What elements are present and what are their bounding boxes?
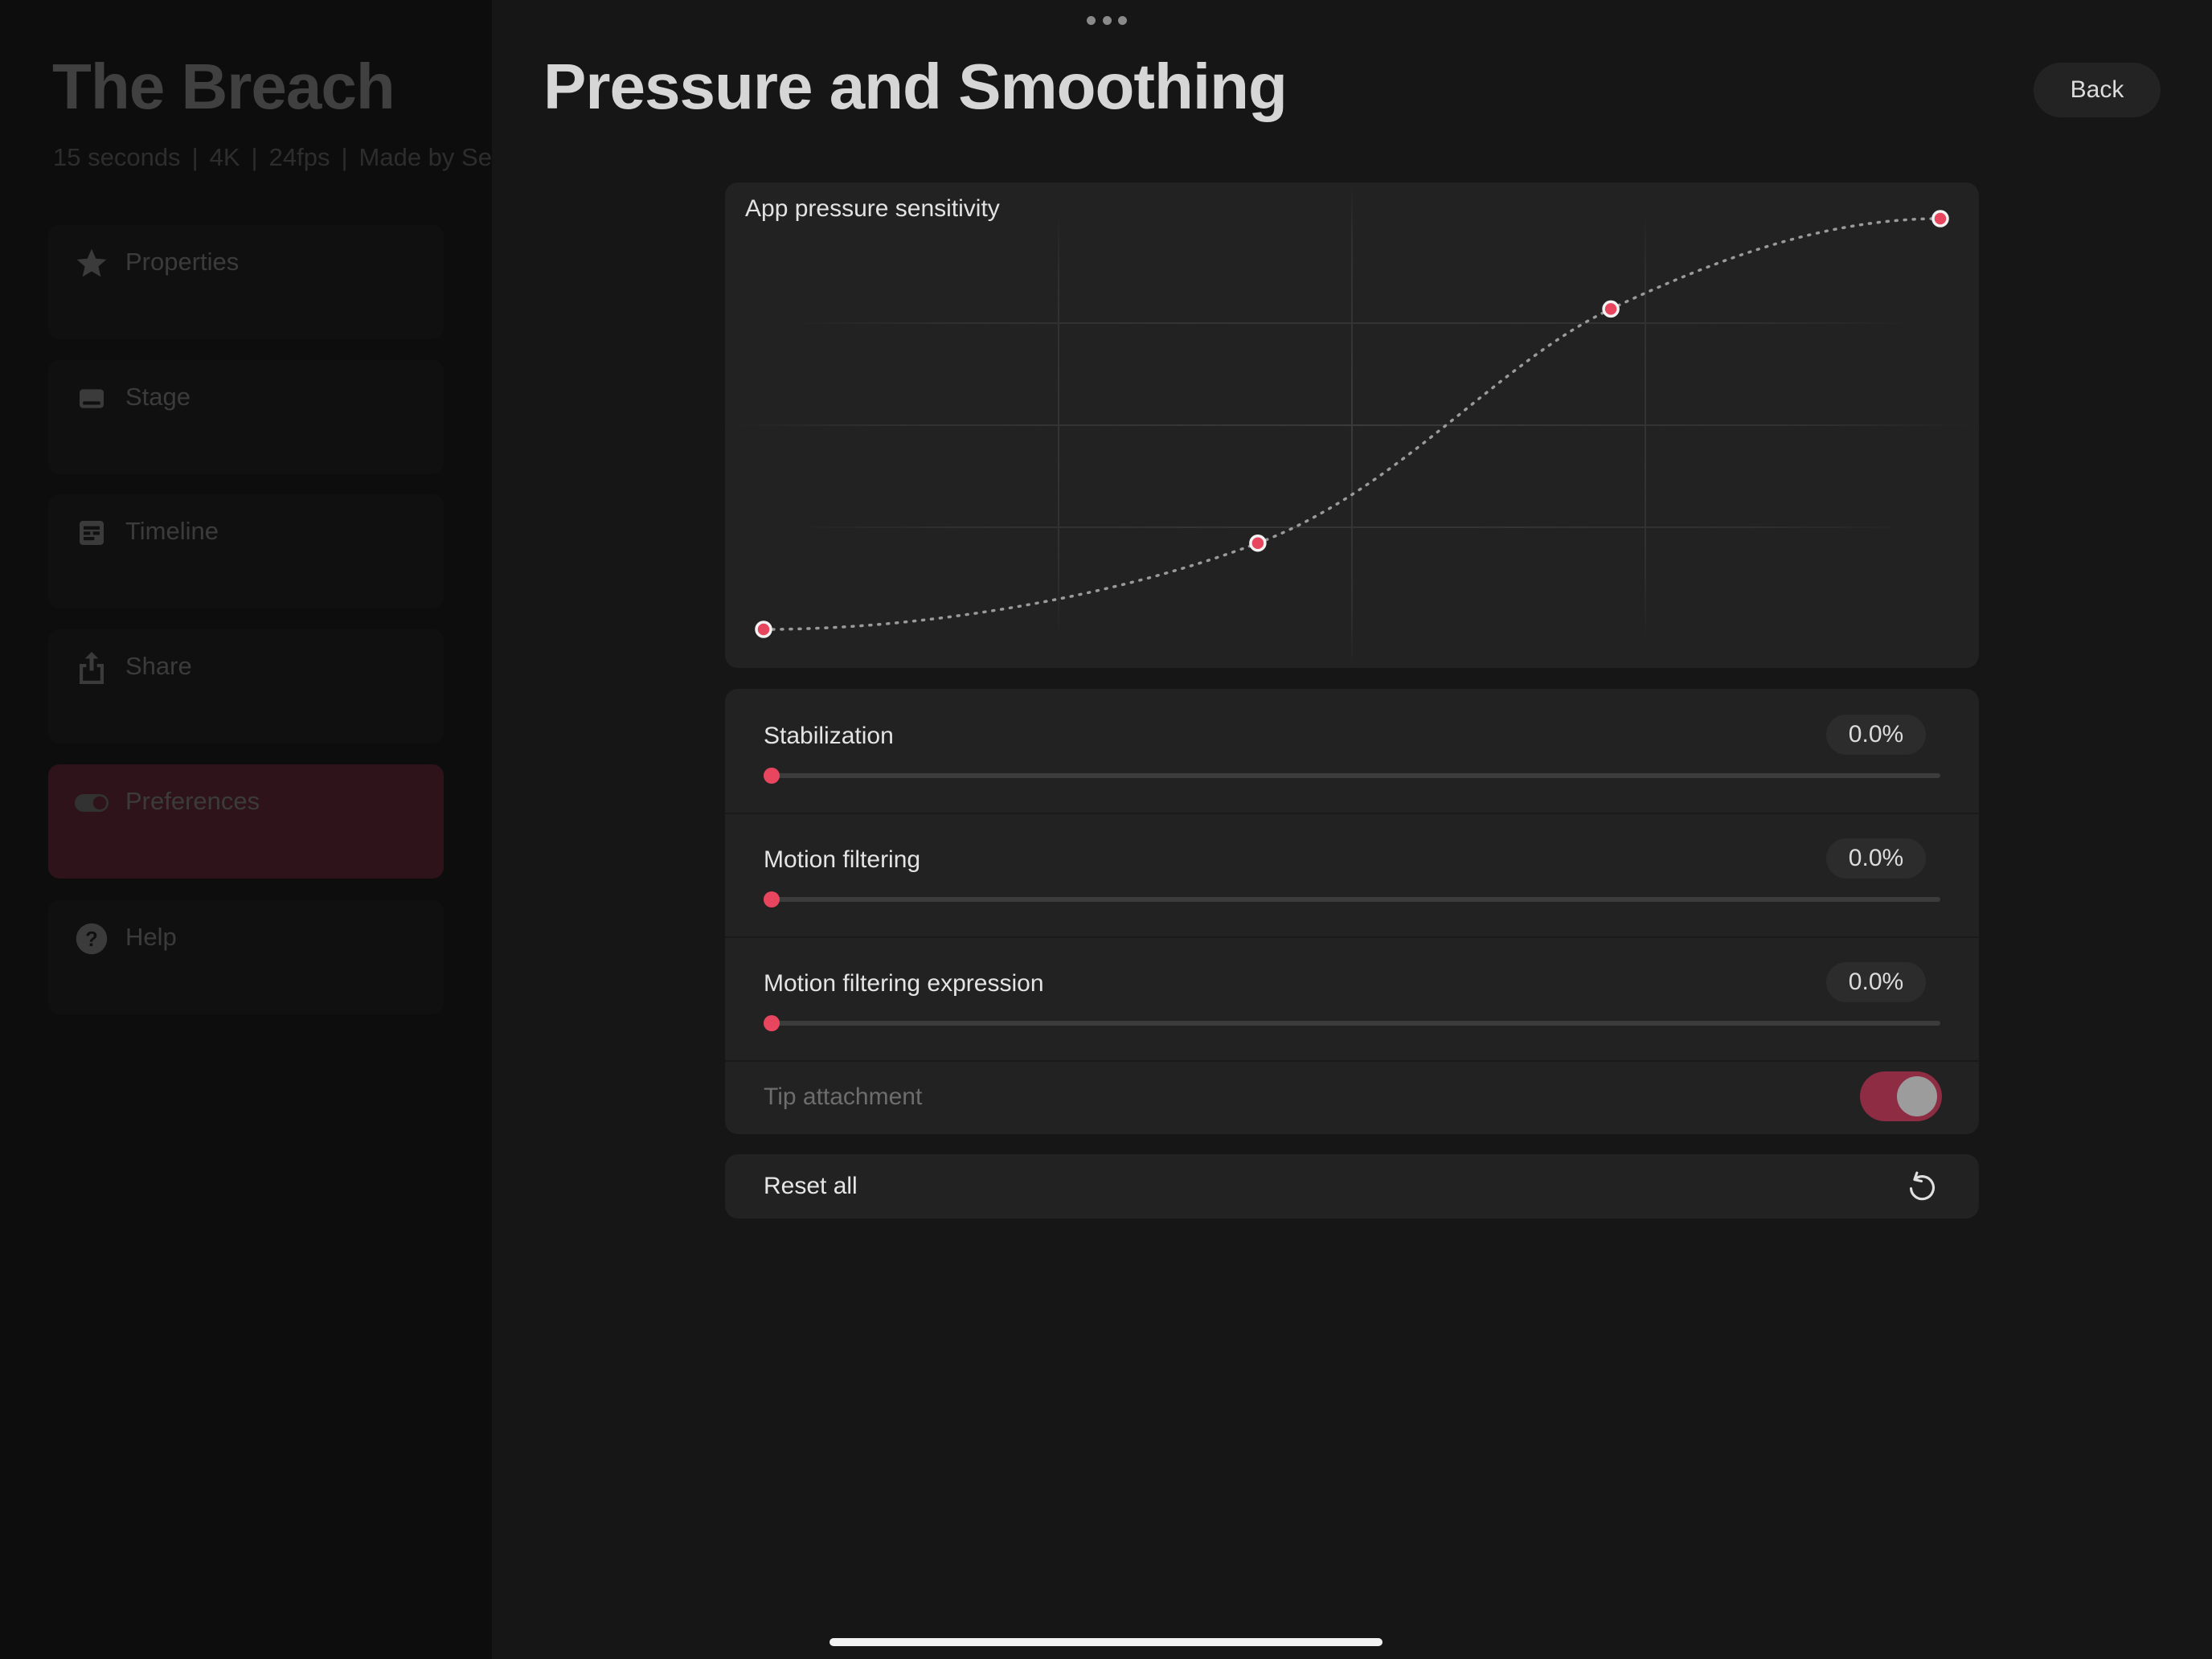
help-icon: ? bbox=[74, 921, 109, 956]
stage-icon bbox=[74, 381, 109, 416]
sidebar-item-preferences[interactable]: Preferences bbox=[48, 764, 444, 879]
meta-separator: | bbox=[191, 143, 199, 171]
sidebar-item-label: Share bbox=[125, 652, 192, 680]
multitasking-handle[interactable] bbox=[1087, 14, 1127, 26]
motion-filtering-row: Motion filtering 0.0% bbox=[725, 813, 1979, 938]
settings-card: Stabilization 0.0% Motion filtering 0.0%… bbox=[725, 689, 1979, 1134]
sidebar-item-label: Preferences bbox=[125, 787, 260, 815]
share-icon bbox=[74, 650, 109, 686]
meta-separator: | bbox=[251, 143, 258, 171]
pressure-curve-graph[interactable] bbox=[725, 182, 1979, 668]
tip-attachment-row: Tip attachment bbox=[725, 1060, 1979, 1134]
home-indicator[interactable] bbox=[830, 1638, 1382, 1646]
motion-filtering-slider[interactable] bbox=[764, 891, 1940, 907]
page-title: Pressure and Smoothing bbox=[543, 51, 1288, 122]
sidebar: The Breach 15 seconds | 4K | 24fps | Made by S… bbox=[0, 0, 492, 1659]
slider-thumb[interactable] bbox=[764, 768, 780, 784]
reset-all-label: Reset all bbox=[764, 1173, 858, 1199]
motion-filtering-expression-label: Motion filtering expression bbox=[764, 970, 1044, 997]
curve-grid bbox=[725, 182, 1979, 668]
dot bbox=[1118, 15, 1127, 25]
motion-filtering-value[interactable]: 0.0% bbox=[1826, 838, 1926, 879]
sidebar-item-help[interactable]: ? Help bbox=[48, 900, 444, 1014]
slider-thumb[interactable] bbox=[764, 891, 780, 907]
sidebar-item-timeline[interactable]: Timeline bbox=[48, 494, 444, 608]
project-author: Made by Se bbox=[358, 143, 492, 171]
curve-control-point[interactable] bbox=[1249, 534, 1267, 552]
stabilization-label: Stabilization bbox=[764, 723, 894, 749]
curve-label: App pressure sensitivity bbox=[745, 195, 1000, 222]
toggle-knob bbox=[1897, 1076, 1937, 1116]
reset-all-button[interactable]: Reset all bbox=[725, 1154, 1979, 1219]
sidebar-item-label: Properties bbox=[125, 248, 240, 276]
star-icon bbox=[74, 246, 109, 281]
motion-filtering-expression-slider[interactable] bbox=[764, 1015, 1940, 1031]
curve-control-points bbox=[755, 210, 1949, 638]
sidebar-dim-overlay bbox=[0, 0, 492, 1659]
tip-attachment-label: Tip attachment bbox=[764, 1083, 923, 1110]
toggle-icon bbox=[74, 785, 109, 821]
reset-icon bbox=[1905, 1170, 1939, 1204]
curve-control-point[interactable] bbox=[1931, 210, 1949, 227]
project-duration: 15 seconds bbox=[53, 143, 181, 171]
tip-attachment-toggle[interactable] bbox=[1860, 1071, 1942, 1121]
meta-separator: | bbox=[341, 143, 348, 171]
sidebar-item-properties[interactable]: Properties bbox=[48, 225, 444, 339]
dot bbox=[1102, 15, 1112, 25]
motion-filtering-expression-value[interactable]: 0.0% bbox=[1826, 962, 1926, 1002]
curve-control-point[interactable] bbox=[1602, 300, 1620, 318]
project-title: The Breach bbox=[52, 51, 395, 122]
pressure-curve-card: App pressure sensitivity bbox=[725, 182, 1979, 668]
sidebar-item-label: Stage bbox=[125, 383, 191, 411]
back-button[interactable]: Back bbox=[2034, 63, 2161, 117]
curve-line bbox=[762, 217, 1942, 631]
curve-control-point[interactable] bbox=[755, 621, 772, 638]
sidebar-item-stage[interactable]: Stage bbox=[48, 360, 444, 474]
svg-text:?: ? bbox=[85, 928, 98, 951]
project-framerate: 24fps bbox=[268, 143, 330, 171]
motion-filtering-expression-row: Motion filtering expression 0.0% bbox=[725, 936, 1979, 1062]
sidebar-item-share[interactable]: Share bbox=[48, 629, 444, 743]
stabilization-row: Stabilization 0.0% bbox=[725, 689, 1979, 814]
dot bbox=[1087, 15, 1096, 25]
stabilization-slider[interactable] bbox=[764, 768, 1940, 784]
motion-filtering-label: Motion filtering bbox=[764, 846, 921, 873]
project-meta: 15 seconds | 4K | 24fps | Made by Se bbox=[53, 143, 492, 172]
sidebar-item-label: Timeline bbox=[125, 517, 219, 545]
project-resolution: 4K bbox=[209, 143, 240, 171]
slider-thumb[interactable] bbox=[764, 1015, 780, 1031]
timeline-icon bbox=[74, 515, 109, 551]
sidebar-item-label: Help bbox=[125, 923, 177, 951]
stabilization-value[interactable]: 0.0% bbox=[1826, 715, 1926, 755]
